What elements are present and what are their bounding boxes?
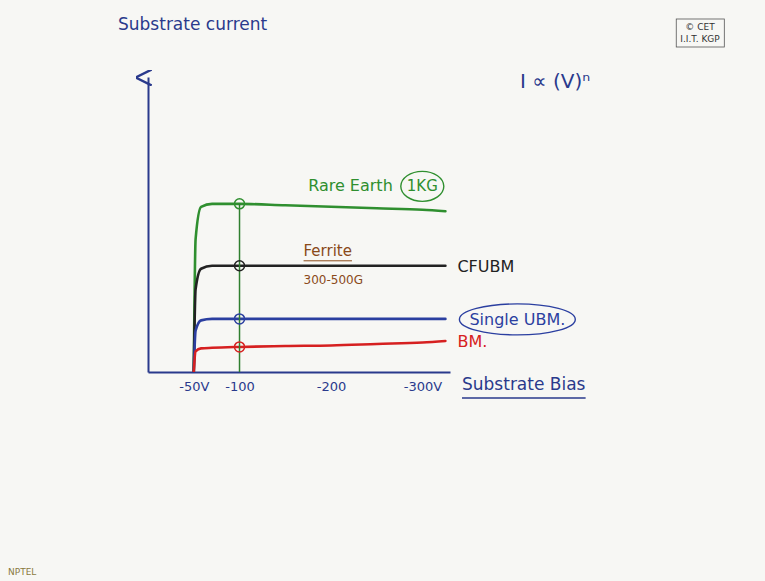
annotation: NPTEL [8, 567, 36, 577]
series-line [194, 319, 446, 372]
x-tick-label: -200 [317, 379, 347, 394]
background [0, 0, 765, 581]
series-label: Single UBM. [469, 310, 565, 329]
x-tick: -50V [179, 372, 209, 394]
reference-point [235, 314, 245, 324]
x-tick-label: -100 [225, 379, 255, 394]
annotation: Ferrite [304, 242, 352, 260]
y-axis-title: Substrate current [118, 14, 267, 34]
reference-point [235, 261, 245, 271]
annotation: I.I.T. KGP [680, 34, 720, 44]
x-axis: -50V -100 -200 -300V [149, 372, 451, 394]
reference-point [235, 199, 245, 209]
watermark-box [676, 19, 724, 47]
y-axis-line [148, 78, 150, 373]
x-tick: -100 [225, 372, 255, 394]
annotation: © CET [685, 22, 715, 32]
x-tick: -300V [404, 372, 443, 394]
label-circle [459, 304, 575, 335]
y-axis [148, 78, 149, 373]
series-label: Rare Earth [308, 176, 393, 195]
x-tick: -200 [317, 372, 347, 394]
x-tick-label: -50V [179, 379, 209, 394]
x-tick-label: -300V [404, 379, 443, 394]
series-label: BM. [457, 332, 487, 351]
series-line [194, 341, 446, 372]
annotation: 300-500G [304, 273, 363, 287]
x-axis-title-underline [462, 397, 586, 399]
reference-point [235, 342, 245, 352]
series-label: CFUBM [457, 257, 514, 276]
annotation-underline [304, 260, 352, 261]
annotation: 1KG [407, 177, 438, 195]
chart: -50V -100 -200 -300V Substrate current Substr… [0, 0, 765, 581]
series-line [194, 266, 446, 372]
reference-line [239, 204, 241, 372]
annotation: I ∝ (V)ⁿ [520, 69, 590, 93]
plot-area [194, 199, 446, 372]
annotation-circle [401, 171, 444, 201]
x-axis-title: Substrate Bias [462, 374, 586, 394]
series-line [194, 204, 446, 372]
